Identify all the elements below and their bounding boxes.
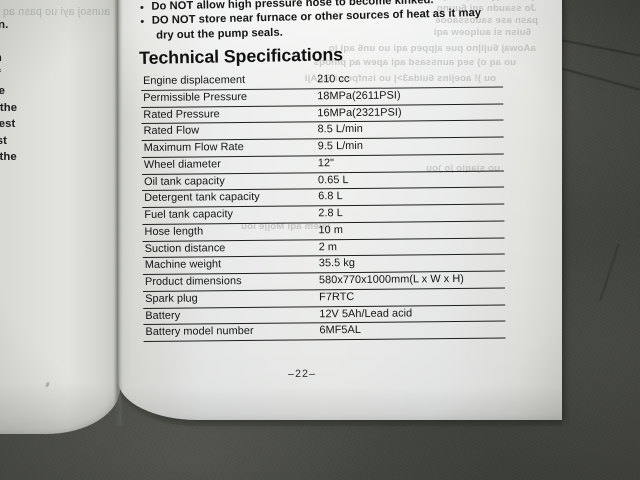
spec-value: 210 cc — [317, 72, 350, 86]
spec-label: Wheel diameter — [143, 157, 221, 171]
spec-value: F7RTC — [319, 290, 355, 304]
facing-page-line: on keeping the — [0, 101, 18, 114]
spec-value: 8.5 L/min — [317, 123, 363, 136]
spec-value: 10 m — [318, 223, 343, 237]
facing-page-line: with food, — [0, 166, 114, 183]
spec-value: 12V 5Ah/Lead acid — [319, 306, 413, 320]
section-heading: Technical Specifications — [139, 44, 344, 68]
technical-specifications-table: Engine displacement 210 cc Permissible Pre… — [141, 70, 506, 342]
spec-label: Detergent tank capacity — [144, 191, 260, 205]
spec-label: Rated Pressure — [143, 107, 220, 121]
facing-page-line: d) to remove — [0, 84, 5, 97]
facing-page-line: rface. For best — [0, 118, 16, 131]
spec-label: Battery — [145, 309, 181, 322]
facing-page-line: utting action. — [0, 18, 9, 31]
open-book: o move theutting action.er. Applynt to r… — [0, 0, 562, 434]
facing-page-showthrough-text: aunsoj ayi uo pasn aq mol ase sjua6e aqi… — [2, 6, 110, 18]
spec-value: 2.8 L — [318, 207, 343, 220]
spec-value: 18MPa(2611PSI) — [317, 89, 401, 103]
spec-label: Maximum Flow Rate — [143, 141, 244, 154]
spec-value: 12" — [317, 156, 335, 170]
bullet-icon — [140, 19, 145, 24]
spec-label: Suction distance — [144, 241, 226, 255]
facing-page-line: nt to remain — [0, 50, 114, 67]
spec-label: Permissible Pressure — [143, 90, 248, 104]
spec-value: 580x770x1000mm(L x W x H) — [318, 272, 464, 287]
spec-label: Machine weight — [144, 258, 222, 272]
spec-label: Engine displacement — [143, 74, 246, 87]
spec-label: Fuel tank capacity — [144, 208, 234, 221]
manual-page-right — [118, 0, 562, 420]
page-number: –22– — [287, 367, 317, 381]
spec-value: 6MF5AL — [319, 324, 361, 337]
spec-value: 16MPa(2321PSI) — [317, 106, 402, 119]
spec-label: Rated Flow — [143, 124, 200, 138]
table-row: Battery model number 6MF5AL — [143, 321, 506, 342]
facing-page-text: o move theutting action.er. Applynt to r… — [0, 0, 114, 183]
spec-label: Oil tank capacity — [143, 174, 225, 188]
spec-value: 9.5 L/min — [317, 139, 364, 153]
spec-value: 35.5 kg — [318, 257, 355, 270]
spec-value: 2 m — [318, 240, 338, 253]
spec-value: 0.65 L — [317, 173, 349, 186]
spec-label: Product dimensions — [144, 275, 242, 288]
spec-label: Spark plug — [145, 292, 198, 305]
facing-page-line: , as well as the — [0, 151, 17, 164]
spec-label: Hose length — [144, 225, 204, 238]
facing-page-line: n surface. If — [0, 66, 114, 83]
bullet-icon — [140, 5, 144, 9]
spec-label: Battery model number — [145, 325, 254, 339]
facing-page-line: eaned to test — [0, 134, 7, 147]
book-gutter-spine — [114, 0, 123, 426]
spec-value: 6.8 L — [318, 190, 343, 203]
facing-page-left — [0, 0, 120, 434]
facing-page-line: er. Apply — [0, 33, 114, 50]
